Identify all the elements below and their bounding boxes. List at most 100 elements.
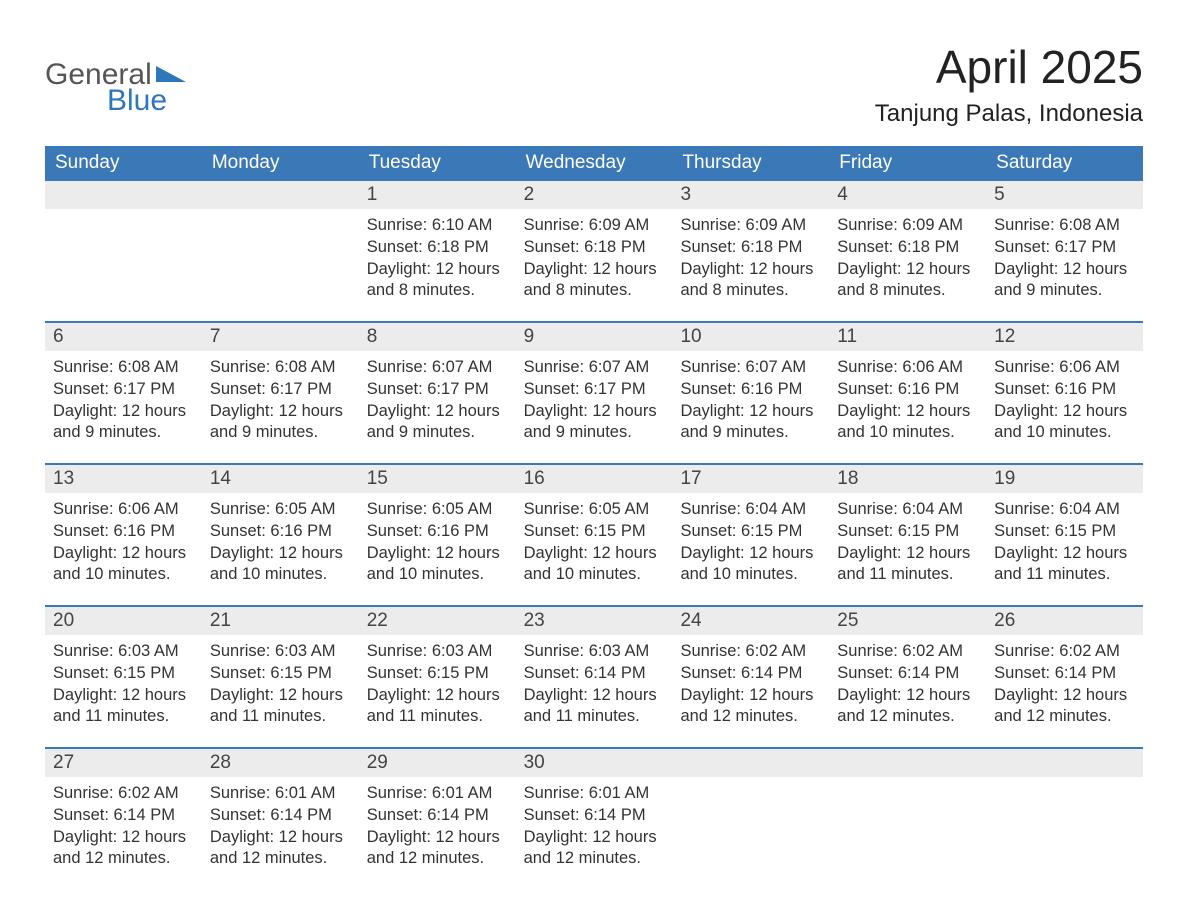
- day-detail-line: Sunset: 6:18 PM: [837, 237, 978, 259]
- day-detail-line: Sunset: 6:15 PM: [837, 521, 978, 543]
- day-detail-line: Sunrise: 6:02 AM: [994, 641, 1135, 663]
- day-number: 8: [359, 323, 516, 351]
- day-details: Sunrise: 6:09 AMSunset: 6:18 PMDaylight:…: [516, 209, 673, 308]
- day-detail-line: Sunrise: 6:09 AM: [524, 215, 665, 237]
- day-detail-line: Sunrise: 6:04 AM: [837, 499, 978, 521]
- day-number: 30: [516, 749, 673, 777]
- dow-monday: Monday: [202, 146, 359, 181]
- day-cell: 4Sunrise: 6:09 AMSunset: 6:18 PMDaylight…: [829, 181, 986, 321]
- day-detail-line: Daylight: 12 hours and 12 minutes.: [524, 827, 665, 871]
- day-detail-line: Sunrise: 6:05 AM: [524, 499, 665, 521]
- day-cell: 7Sunrise: 6:08 AMSunset: 6:17 PMDaylight…: [202, 323, 359, 463]
- day-detail-line: Sunrise: 6:03 AM: [53, 641, 194, 663]
- day-cell: 1Sunrise: 6:10 AMSunset: 6:18 PMDaylight…: [359, 181, 516, 321]
- day-detail-line: Daylight: 12 hours and 12 minutes.: [210, 827, 351, 871]
- day-cell: 16Sunrise: 6:05 AMSunset: 6:15 PMDayligh…: [516, 465, 673, 605]
- day-detail-line: Sunset: 6:16 PM: [680, 379, 821, 401]
- day-number: 28: [202, 749, 359, 777]
- day-cell: 24Sunrise: 6:02 AMSunset: 6:14 PMDayligh…: [672, 607, 829, 747]
- day-detail-line: Daylight: 12 hours and 10 minutes.: [994, 401, 1135, 445]
- day-detail-line: Daylight: 12 hours and 12 minutes.: [994, 685, 1135, 729]
- day-number: 12: [986, 323, 1143, 351]
- day-detail-line: Sunrise: 6:09 AM: [680, 215, 821, 237]
- day-details: Sunrise: 6:08 AMSunset: 6:17 PMDaylight:…: [986, 209, 1143, 308]
- day-number: 1: [359, 181, 516, 209]
- day-detail-line: Sunset: 6:17 PM: [367, 379, 508, 401]
- day-details: Sunrise: 6:03 AMSunset: 6:15 PMDaylight:…: [45, 635, 202, 734]
- day-cell: 6Sunrise: 6:08 AMSunset: 6:17 PMDaylight…: [45, 323, 202, 463]
- day-detail-line: Sunrise: 6:07 AM: [367, 357, 508, 379]
- day-details: Sunrise: 6:05 AMSunset: 6:16 PMDaylight:…: [359, 493, 516, 592]
- day-cell: 15Sunrise: 6:05 AMSunset: 6:16 PMDayligh…: [359, 465, 516, 605]
- day-detail-line: Daylight: 12 hours and 12 minutes.: [367, 827, 508, 871]
- day-detail-line: Sunrise: 6:06 AM: [994, 357, 1135, 379]
- day-cell: 23Sunrise: 6:03 AMSunset: 6:14 PMDayligh…: [516, 607, 673, 747]
- page-title: April 2025: [875, 40, 1143, 94]
- empty-day-bar: [829, 749, 986, 777]
- day-detail-line: Sunset: 6:14 PM: [524, 663, 665, 685]
- day-details: Sunrise: 6:07 AMSunset: 6:17 PMDaylight:…: [359, 351, 516, 450]
- day-number: 29: [359, 749, 516, 777]
- day-detail-line: Sunrise: 6:01 AM: [367, 783, 508, 805]
- day-number: 17: [672, 465, 829, 493]
- day-detail-line: Sunset: 6:14 PM: [524, 805, 665, 827]
- day-detail-line: Sunset: 6:16 PM: [210, 521, 351, 543]
- day-detail-line: Daylight: 12 hours and 10 minutes.: [837, 401, 978, 445]
- day-number: 16: [516, 465, 673, 493]
- day-cell: 12Sunrise: 6:06 AMSunset: 6:16 PMDayligh…: [986, 323, 1143, 463]
- day-number: 24: [672, 607, 829, 635]
- day-detail-line: Sunrise: 6:01 AM: [210, 783, 351, 805]
- day-detail-line: Sunset: 6:14 PM: [210, 805, 351, 827]
- empty-day-bar: [202, 181, 359, 209]
- day-number: 4: [829, 181, 986, 209]
- day-detail-line: Sunset: 6:16 PM: [53, 521, 194, 543]
- day-cell: 2Sunrise: 6:09 AMSunset: 6:18 PMDaylight…: [516, 181, 673, 321]
- day-detail-line: Sunset: 6:14 PM: [680, 663, 821, 685]
- day-details: Sunrise: 6:03 AMSunset: 6:14 PMDaylight:…: [516, 635, 673, 734]
- dow-wednesday: Wednesday: [516, 146, 673, 181]
- day-number: 2: [516, 181, 673, 209]
- day-detail-line: Sunset: 6:17 PM: [994, 237, 1135, 259]
- day-cell: 19Sunrise: 6:04 AMSunset: 6:15 PMDayligh…: [986, 465, 1143, 605]
- weeks-container: 1Sunrise: 6:10 AMSunset: 6:18 PMDaylight…: [45, 181, 1143, 889]
- week-row: 6Sunrise: 6:08 AMSunset: 6:17 PMDaylight…: [45, 321, 1143, 463]
- day-cell: 21Sunrise: 6:03 AMSunset: 6:15 PMDayligh…: [202, 607, 359, 747]
- day-detail-line: Daylight: 12 hours and 9 minutes.: [994, 259, 1135, 303]
- day-details: Sunrise: 6:05 AMSunset: 6:16 PMDaylight:…: [202, 493, 359, 592]
- day-detail-line: Sunrise: 6:10 AM: [367, 215, 508, 237]
- day-detail-line: Daylight: 12 hours and 8 minutes.: [680, 259, 821, 303]
- day-cell: 30Sunrise: 6:01 AMSunset: 6:14 PMDayligh…: [516, 749, 673, 889]
- day-number: 18: [829, 465, 986, 493]
- day-details: Sunrise: 6:07 AMSunset: 6:17 PMDaylight:…: [516, 351, 673, 450]
- title-block: April 2025 Tanjung Palas, Indonesia: [875, 40, 1143, 128]
- day-cell: 13Sunrise: 6:06 AMSunset: 6:16 PMDayligh…: [45, 465, 202, 605]
- day-cell: 29Sunrise: 6:01 AMSunset: 6:14 PMDayligh…: [359, 749, 516, 889]
- day-detail-line: Sunrise: 6:03 AM: [524, 641, 665, 663]
- day-detail-line: Daylight: 12 hours and 10 minutes.: [210, 543, 351, 587]
- empty-day-bar: [986, 749, 1143, 777]
- day-number: 21: [202, 607, 359, 635]
- day-details: Sunrise: 6:10 AMSunset: 6:18 PMDaylight:…: [359, 209, 516, 308]
- calendar: Sunday Monday Tuesday Wednesday Thursday…: [45, 146, 1143, 889]
- week-row: 27Sunrise: 6:02 AMSunset: 6:14 PMDayligh…: [45, 747, 1143, 889]
- day-detail-line: Sunrise: 6:06 AM: [837, 357, 978, 379]
- day-details: Sunrise: 6:02 AMSunset: 6:14 PMDaylight:…: [45, 777, 202, 876]
- day-details: Sunrise: 6:06 AMSunset: 6:16 PMDaylight:…: [829, 351, 986, 450]
- day-number: 20: [45, 607, 202, 635]
- dow-saturday: Saturday: [986, 146, 1143, 181]
- day-detail-line: Sunrise: 6:03 AM: [367, 641, 508, 663]
- dow-friday: Friday: [829, 146, 986, 181]
- day-detail-line: Daylight: 12 hours and 9 minutes.: [524, 401, 665, 445]
- day-detail-line: Daylight: 12 hours and 12 minutes.: [680, 685, 821, 729]
- day-cell: 3Sunrise: 6:09 AMSunset: 6:18 PMDaylight…: [672, 181, 829, 321]
- header: General Blue April 2025 Tanjung Palas, I…: [45, 40, 1143, 128]
- day-detail-line: Daylight: 12 hours and 9 minutes.: [53, 401, 194, 445]
- day-detail-line: Sunrise: 6:02 AM: [837, 641, 978, 663]
- day-cell: 27Sunrise: 6:02 AMSunset: 6:14 PMDayligh…: [45, 749, 202, 889]
- day-details: Sunrise: 6:05 AMSunset: 6:15 PMDaylight:…: [516, 493, 673, 592]
- day-details: Sunrise: 6:03 AMSunset: 6:15 PMDaylight:…: [359, 635, 516, 734]
- day-cell: [672, 749, 829, 889]
- day-detail-line: Sunrise: 6:05 AM: [210, 499, 351, 521]
- day-detail-line: Sunset: 6:14 PM: [53, 805, 194, 827]
- day-detail-line: Sunset: 6:15 PM: [367, 663, 508, 685]
